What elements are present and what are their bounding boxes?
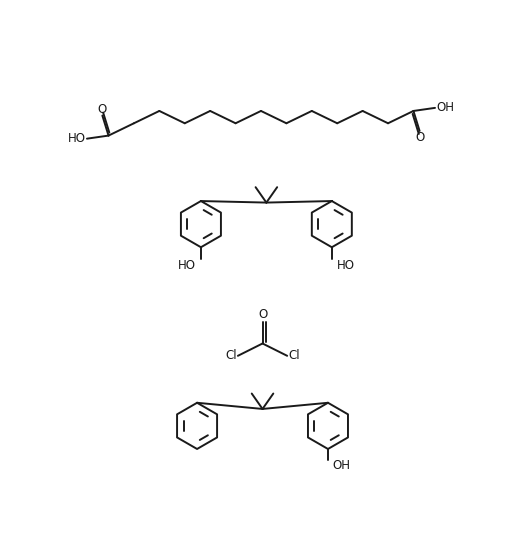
Text: Cl: Cl	[288, 349, 300, 363]
Text: OH: OH	[332, 459, 350, 472]
Text: O: O	[258, 308, 267, 321]
Text: HO: HO	[337, 259, 354, 272]
Text: O: O	[98, 103, 107, 116]
Text: O: O	[415, 130, 424, 144]
Text: HO: HO	[178, 259, 196, 272]
Text: HO: HO	[68, 132, 86, 145]
Text: Cl: Cl	[225, 349, 237, 363]
Text: OH: OH	[436, 102, 454, 114]
